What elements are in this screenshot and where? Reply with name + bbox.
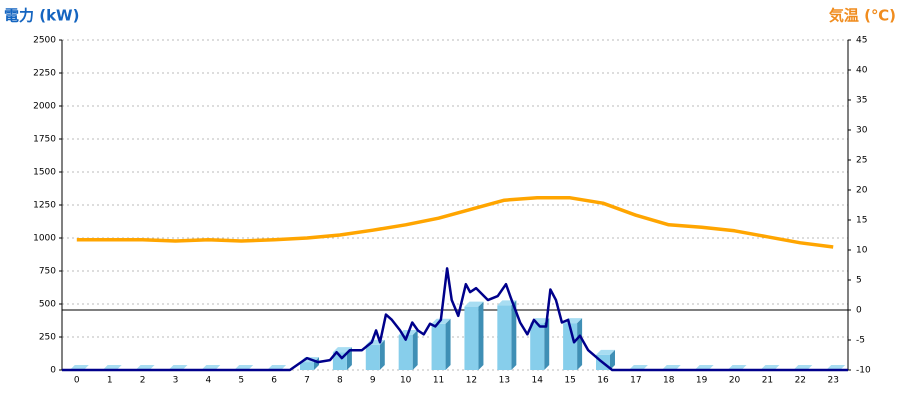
- bar-face: [332, 347, 352, 353]
- x-tick-label: 18: [663, 376, 675, 386]
- x-tick-label: 20: [729, 376, 741, 386]
- bar-face: [511, 300, 517, 370]
- bar-face: [577, 318, 583, 370]
- y-tick-label: 250: [39, 333, 56, 343]
- y2-tick-label: -10: [856, 366, 871, 376]
- bar-face: [609, 349, 615, 370]
- y2-tick-label: 20: [856, 186, 868, 196]
- bar: [398, 330, 418, 370]
- x-tick-label: 2: [140, 376, 146, 386]
- x-tick-label: 21: [762, 376, 773, 386]
- bar-face: [478, 301, 484, 370]
- y-axis-title: 電力 (kW): [4, 7, 79, 25]
- y2-tick-label: 5: [856, 276, 862, 286]
- y2-tick-label: 0: [856, 306, 862, 316]
- x-tick-label: 15: [564, 376, 575, 386]
- x-tick-label: 8: [337, 376, 343, 386]
- y2-tick-label: 35: [856, 96, 867, 106]
- bar: [464, 301, 484, 370]
- y-tick-label: 2000: [33, 102, 56, 112]
- y2-tick-label: 15: [856, 216, 867, 226]
- bar-face: [595, 349, 615, 355]
- x-tick-label: 14: [531, 376, 543, 386]
- y-tick-label: 500: [39, 300, 56, 310]
- x-tick-label: 16: [597, 376, 609, 386]
- y2-tick-label: -5: [856, 336, 865, 346]
- y-tick-label: 1500: [33, 168, 56, 178]
- x-tick-label: 6: [271, 376, 277, 386]
- bar-face: [544, 318, 550, 370]
- y2-tick-label: 10: [856, 246, 868, 256]
- y2-tick-label: 40: [856, 66, 868, 76]
- x-tick-label: 11: [433, 376, 444, 386]
- temperature-line: [76, 196, 834, 249]
- bar-face: [563, 323, 578, 370]
- y-tick-label: 1750: [33, 135, 56, 145]
- y-tick-label: 2250: [33, 69, 56, 79]
- x-tick-label: 10: [400, 376, 412, 386]
- bar-face: [497, 305, 512, 370]
- bar: [497, 300, 517, 370]
- bar-face: [445, 318, 451, 370]
- x-tick-label: 5: [238, 376, 244, 386]
- bar: [563, 318, 583, 370]
- x-tick-label: 17: [630, 376, 641, 386]
- y-tick-label: 1000: [33, 234, 56, 244]
- bar-face: [398, 335, 413, 370]
- y2-tick-label: 30: [856, 126, 868, 136]
- x-tick-label: 1: [107, 376, 113, 386]
- bar-face: [379, 339, 385, 370]
- y-tick-label: 2500: [33, 36, 56, 46]
- y2-axis-title: 気温 (℃): [829, 7, 896, 25]
- bar-face: [464, 301, 484, 307]
- y2-tick-label: 25: [856, 156, 867, 166]
- y2-tick-label: 45: [856, 36, 867, 46]
- x-tick-label: 13: [499, 376, 510, 386]
- bar-face: [412, 330, 418, 370]
- bar-face: [365, 344, 380, 370]
- bar-face: [431, 323, 446, 370]
- x-tick-label: 22: [795, 376, 806, 386]
- y-tick-label: 1250: [33, 201, 56, 211]
- bar-face: [300, 362, 315, 370]
- x-tick-label: 4: [205, 376, 211, 386]
- x-tick-label: 9: [370, 376, 376, 386]
- x-tick-label: 19: [696, 376, 708, 386]
- power-line: [62, 267, 848, 372]
- x-tick-label: 23: [827, 376, 838, 386]
- bar-face: [314, 357, 320, 370]
- bar: [431, 318, 451, 370]
- y-tick-label: 750: [39, 267, 56, 277]
- x-tick-label: 12: [466, 376, 477, 386]
- x-tick-label: 7: [304, 376, 310, 386]
- bar-face: [530, 323, 545, 370]
- x-tick-label: 0: [74, 376, 80, 386]
- x-tick-label: 3: [173, 376, 179, 386]
- y-tick-label: 0: [50, 366, 56, 376]
- bar-face: [464, 306, 479, 370]
